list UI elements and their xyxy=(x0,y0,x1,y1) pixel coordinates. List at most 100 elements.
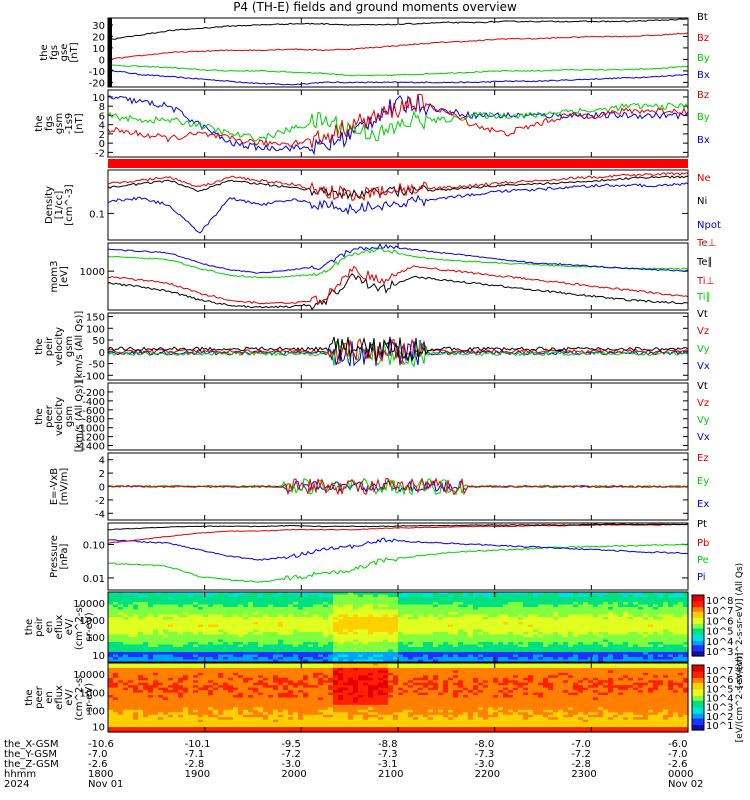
axis-value-hhmm: 1800 xyxy=(88,769,114,780)
panel-ylabel: velocity xyxy=(54,397,65,436)
y-tick-label: 1000 xyxy=(80,267,105,278)
series-line-by xyxy=(107,64,689,77)
y-tick-label: 0.01 xyxy=(83,574,105,585)
legend-entry: Bz xyxy=(697,33,709,44)
legend-entry: Vy xyxy=(697,415,710,426)
panel-ylabel: the xyxy=(34,338,45,354)
series-line-pe xyxy=(107,543,689,583)
axis-value-date: Nov 02 xyxy=(668,779,704,790)
axis-value-hhmm: 2000 xyxy=(281,769,307,780)
series-line-te-perp xyxy=(107,265,689,306)
panel-ylabel: peer xyxy=(34,685,45,709)
panel-ylabel: fgs xyxy=(49,45,60,60)
axis-value-hhmm: 2300 xyxy=(571,769,597,780)
y-tick-label: 10000 xyxy=(73,599,105,610)
panel-ylabel: the xyxy=(34,408,45,424)
panel-ylabel: (cm^2-s- xyxy=(74,674,85,721)
series-line-ti-perp xyxy=(108,243,689,274)
panel-ylabel: gsm xyxy=(54,113,65,134)
panel-6: the peer velocity gsm [km/s (All Qs)]-200-40… xyxy=(34,381,710,453)
y-tick-label: 100 xyxy=(86,324,105,335)
axis-value-y: -7.3 xyxy=(474,749,495,760)
legend-entry: Ex xyxy=(697,499,709,510)
y-tick-label: -20 xyxy=(89,78,105,89)
axis-value-hhmm: 2200 xyxy=(474,769,501,780)
panel-ylabel: (cm^2-s- xyxy=(74,603,85,650)
legend-entry: Ez xyxy=(697,453,709,464)
y-tick-label: -2 xyxy=(95,496,105,507)
y-tick-label: 0 xyxy=(99,348,105,359)
panel-ylabel: -1s9 xyxy=(64,113,75,135)
panel-ylabel: [km/s (All Qs)] xyxy=(74,381,85,453)
y-tick-label: -600 xyxy=(82,406,105,417)
axis-value-y: -7.0 xyxy=(668,749,688,760)
panel-ylabel: [mV/m] xyxy=(59,468,70,506)
panel-ylabel: eV/ xyxy=(64,689,75,706)
axis-value-y: -7.1 xyxy=(184,749,205,760)
series-line-pi xyxy=(107,537,689,561)
y-tick-label: 150 xyxy=(86,313,105,324)
series-line-bz xyxy=(107,93,689,149)
axis-value-y: -7.2 xyxy=(281,749,301,760)
axis-value-y: -7.0 xyxy=(88,749,108,760)
y-tick-label: 0 xyxy=(99,483,105,494)
series-line-te-par xyxy=(107,273,689,311)
panel-ylabel: eflux xyxy=(54,685,65,710)
series-line-ti-par xyxy=(107,247,689,279)
y-tick-label: 10000 xyxy=(73,670,105,681)
legend-entry: Bx xyxy=(697,135,710,146)
panel-ylabel: Pressure xyxy=(49,535,60,578)
colorbar-tick: 10^4 xyxy=(706,637,733,648)
axis-value-z: -3.0 xyxy=(474,759,495,770)
y-tick-label: -1400 xyxy=(76,442,105,453)
y-tick-label: 10 xyxy=(92,722,105,733)
colorbar-1: 10^810^710^610^510^410^3 [eV/(cm^2-s-sr-e… xyxy=(691,563,745,688)
axis-value-z: -2.8 xyxy=(184,759,205,770)
legend-entry: Vt xyxy=(697,309,708,320)
panel-ylabel: [nT] xyxy=(69,42,80,62)
y-tick-label: -1200 xyxy=(76,433,105,444)
axis-row-label: hhmm xyxy=(4,769,37,780)
colorbar-tick: 10^5 xyxy=(706,684,733,695)
y-tick-label: 100 xyxy=(86,633,105,644)
colorbar-label: [eV/(cm^2-s-sr-eV)] xyxy=(735,653,745,743)
axis-value-z: -2.6 xyxy=(88,759,108,770)
y-tick-label: -10 xyxy=(89,67,105,78)
colorbar-tick: 10^7 xyxy=(706,666,733,677)
colorbar-2: 10^710^610^510^410^310^210^1 [eV/(cm^2-s-… xyxy=(691,653,745,743)
y-tick-label: -50 xyxy=(89,360,105,371)
legend-entry: By xyxy=(697,112,710,123)
legend-entry: Ey xyxy=(697,476,709,487)
legend-entry: Pe xyxy=(697,555,709,566)
legend-entry: Vx xyxy=(697,432,710,443)
panel-7: E=-VxB [mV/m] 4 2 0 -2 -4 Ez Ey Ex xyxy=(49,453,709,520)
colorbar-tick: 10^3 xyxy=(706,703,733,714)
series-line-by xyxy=(107,102,689,142)
axis-row-label: the_Z-GSM xyxy=(4,759,59,770)
y-tick-label: 50 xyxy=(92,336,105,347)
panel-ylabel: gsm xyxy=(64,336,75,357)
y-tick-label: -800 xyxy=(82,415,105,426)
y-tick-label: 0.1 xyxy=(89,209,105,220)
legend-entry: Pt xyxy=(697,519,707,530)
ion-spectrogram xyxy=(108,592,689,663)
y-tick-label: 20 xyxy=(92,32,105,43)
panel-ylabel: [nT] xyxy=(74,113,85,133)
series-line xyxy=(107,477,689,496)
colorbar-tick: 10^1 xyxy=(706,721,733,732)
y-tick-label: 0 xyxy=(99,55,105,66)
legend-entry: Pi xyxy=(697,572,706,583)
panel-10: the peer en eflux eV/(cm^2-s-sr-eV) 10000 1000… xyxy=(24,670,688,733)
axis-value-y: -7.2 xyxy=(571,749,591,760)
axis-value-hhmm: 2100 xyxy=(378,769,404,780)
y-tick-label: 10 xyxy=(92,651,105,662)
axis-value-z: -2.6 xyxy=(668,759,688,770)
panel-ylabel: [1/cc] xyxy=(54,191,65,220)
legend-entry: Te∥ xyxy=(696,257,713,268)
y-tick-label: 10 xyxy=(92,44,105,55)
y-tick-label: 0.10 xyxy=(83,540,105,551)
y-tick-label: -400 xyxy=(82,397,105,408)
axis-value-x: -6.0 xyxy=(668,739,688,750)
